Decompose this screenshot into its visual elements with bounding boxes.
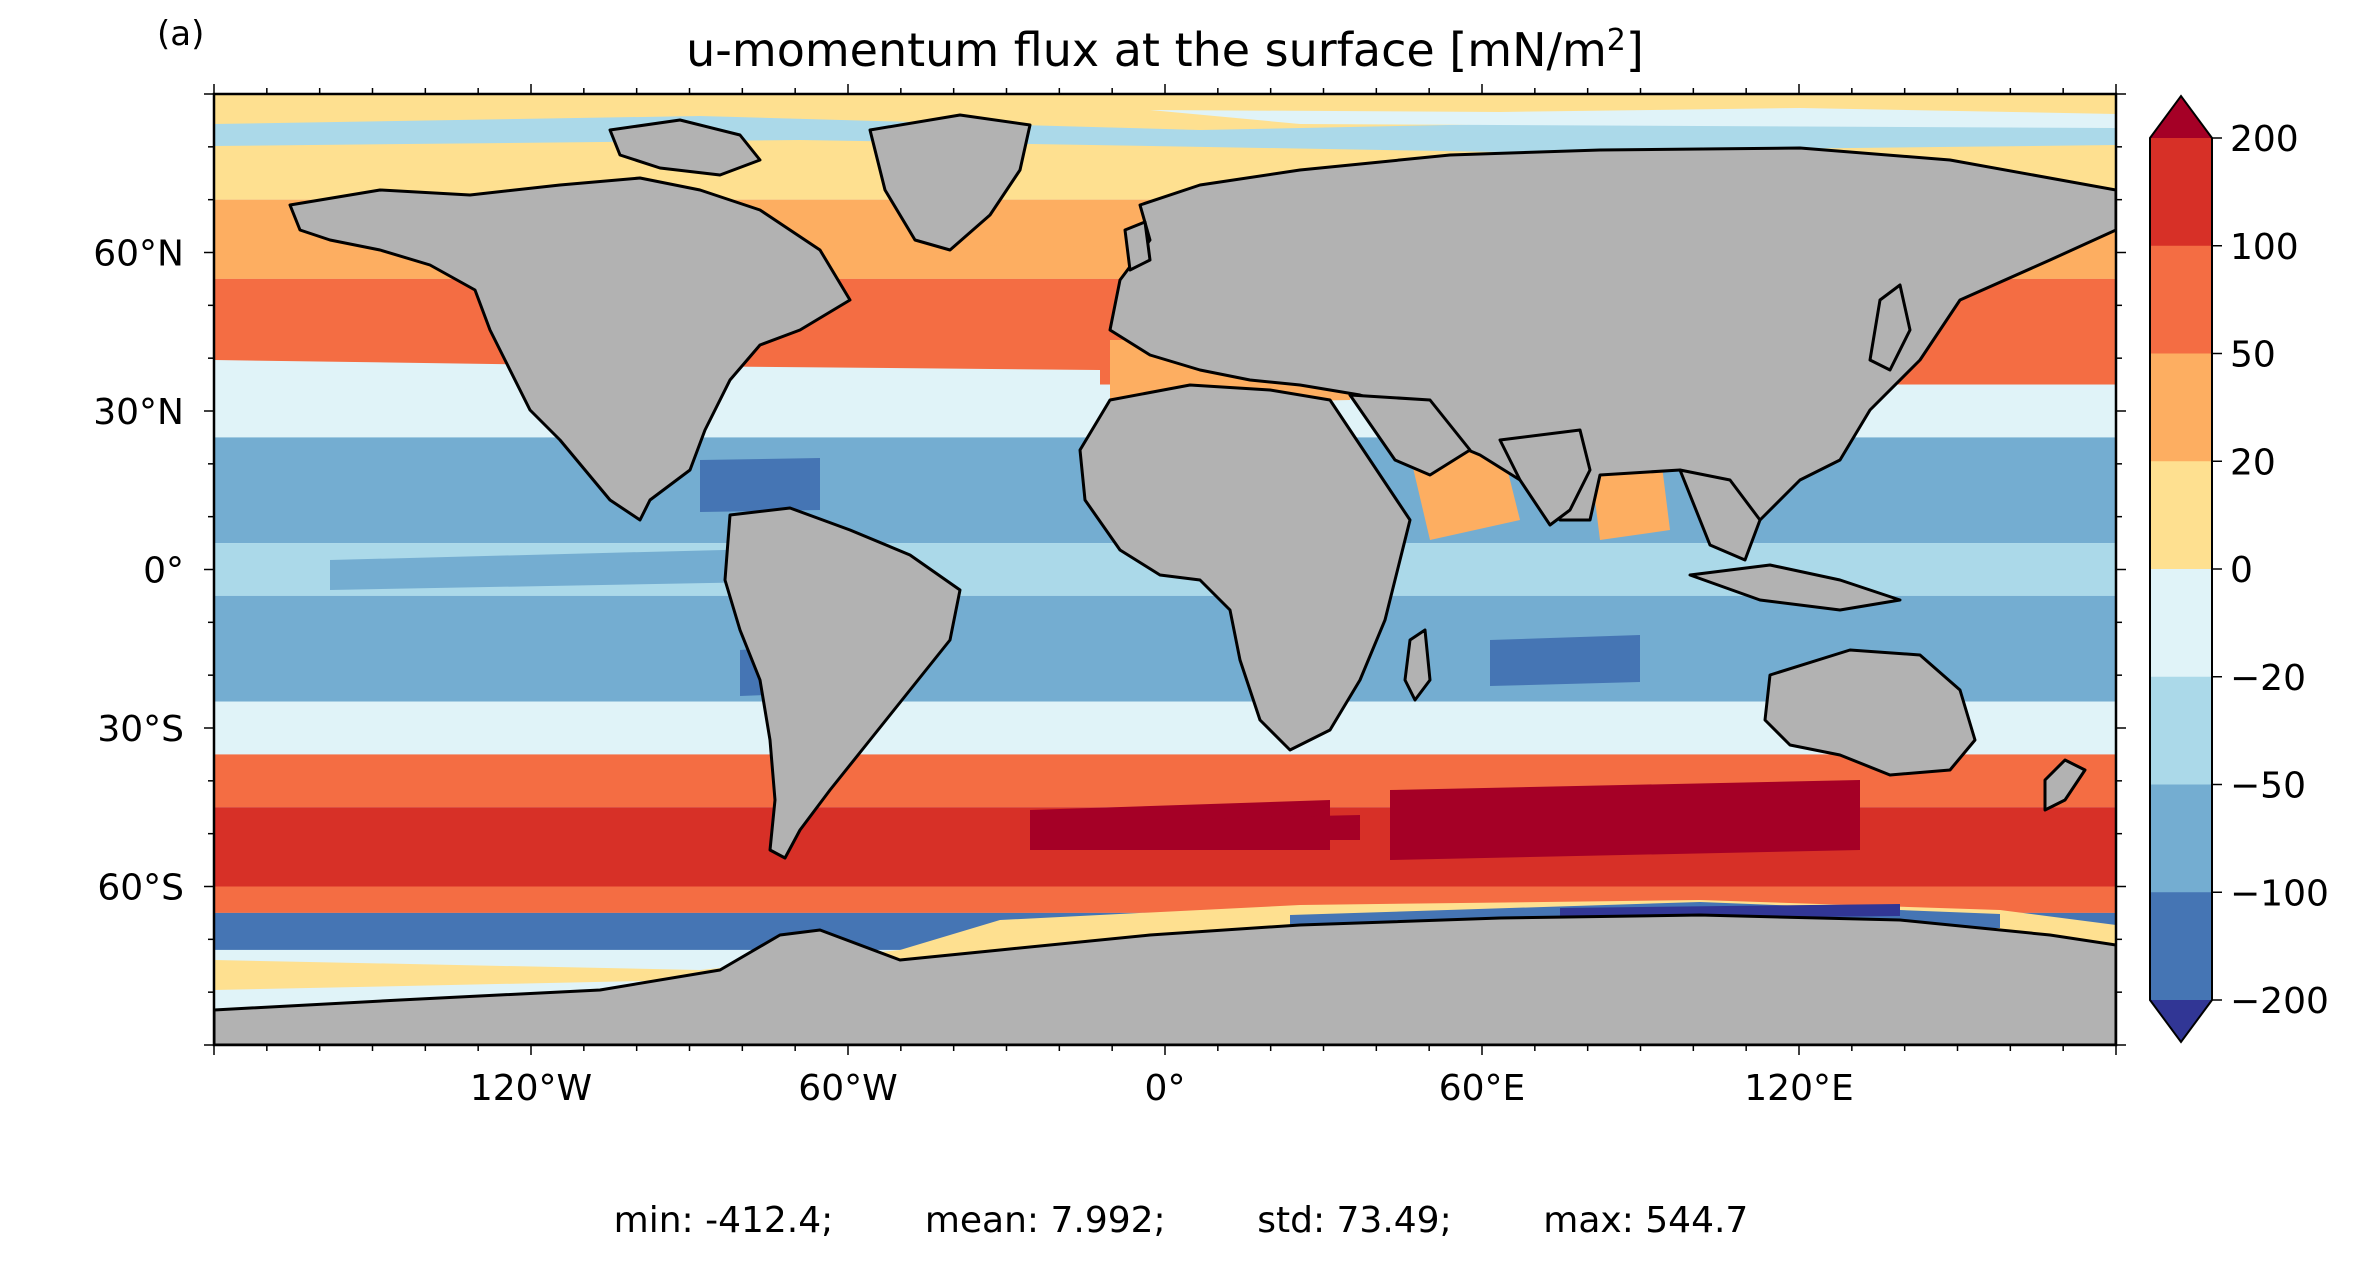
map-area (214, 94, 2116, 1045)
colorbar-tick-label: −200 (2230, 981, 2329, 1022)
colorbar-tick-label: 50 (2230, 335, 2276, 376)
uk (1123, 220, 1152, 272)
longitude-axis: 120°W 60°W 0° 60°E 120°E (213, 84, 2117, 1109)
colorbar-tick-label: −50 (2230, 766, 2306, 807)
lat-tick-label: 60°S (97, 868, 184, 909)
greenland (868, 113, 1032, 252)
latitude-axis: 60°N 30°N 0° 30°S 60°S (93, 93, 2126, 1046)
stat-min: min: -412.4; (613, 1200, 834, 1241)
soft-band-n2 (1150, 108, 2116, 128)
lat-tick-label: 30°N (93, 392, 184, 433)
stat-std: std: 73.49; (1257, 1200, 1452, 1241)
arabia (1348, 393, 1472, 477)
colorbar-tick-label: −100 (2230, 873, 2329, 914)
colorbar-tick-label: 100 (2230, 227, 2299, 268)
indian-blue (1490, 635, 1640, 686)
colorbar-segment (2150, 138, 2212, 247)
colorbar-segment (2150, 784, 2212, 893)
colorbar-tick-label: 200 (2230, 119, 2299, 160)
colorbar-segment (2150, 676, 2212, 785)
canadian-arctic (608, 118, 762, 177)
colorbar-segment (2150, 892, 2212, 1001)
lon-tick-label: 0° (1145, 1068, 1186, 1109)
colorbar-segment (2150, 353, 2212, 462)
lat-tick-label: 0° (143, 551, 184, 592)
colorbar-extend-top (2150, 96, 2212, 138)
southern-dark-3 (1140, 815, 1360, 840)
japan (1868, 283, 1912, 372)
statistics-line: min: -412.4; mean: 7.992; std: 73.49; ma… (0, 1200, 2362, 1241)
lon-tick-label: 60°W (798, 1068, 897, 1109)
indonesia (1688, 563, 1902, 612)
lon-tick-label: 120°W (470, 1068, 592, 1109)
africa (1078, 383, 1412, 752)
colorbar-extend-bottom (2150, 1000, 2212, 1042)
panel-label: (a) (157, 14, 204, 54)
colorbar-segment (2150, 245, 2212, 354)
southeast-asia (1678, 468, 1762, 562)
stat-mean: mean: 7.992; (924, 1200, 1166, 1241)
madagascar (1403, 628, 1432, 702)
chart-title: u-momentum flux at the surface [mN/m2] (686, 23, 1644, 77)
colorbar-segment (2150, 461, 2212, 570)
lat-tick-label: 60°N (93, 234, 184, 275)
caribbean-blue (700, 458, 820, 512)
south-america (723, 506, 962, 860)
lat-tick-label: 30°S (97, 709, 184, 750)
lon-tick-label: 120°E (1744, 1068, 1853, 1109)
lon-tick-label: 60°E (1439, 1068, 1526, 1109)
north-america (288, 176, 852, 522)
colorbar-segment (2150, 569, 2212, 678)
colorbar-tick-label: 20 (2230, 442, 2276, 483)
stat-max: max: 544.7 (1543, 1200, 1749, 1241)
southern-dark-2 (1390, 780, 1860, 860)
india (1498, 428, 1592, 527)
antarctica (214, 913, 2116, 1045)
new-zealand (2043, 758, 2087, 812)
colorbar-tick-label: 0 (2230, 550, 2253, 591)
land-masses (214, 113, 2116, 1045)
australia (1763, 648, 1977, 777)
colorbar-tick-label: −20 (2230, 658, 2306, 699)
